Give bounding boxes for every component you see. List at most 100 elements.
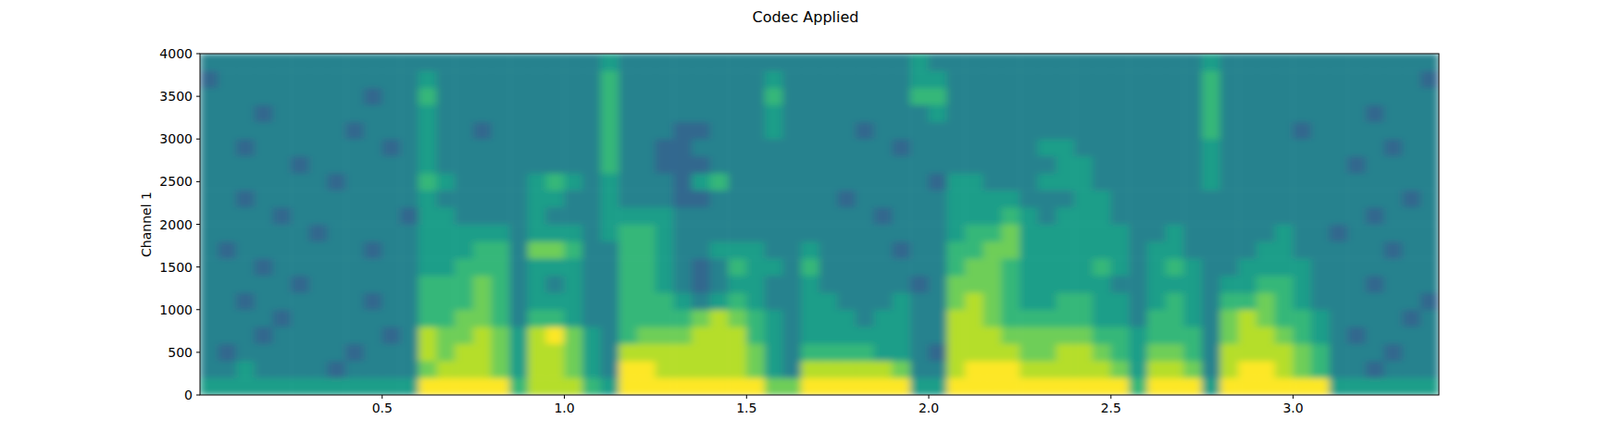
cell (1074, 343, 1093, 362)
cell (254, 224, 274, 242)
cell (1037, 207, 1057, 225)
cell (1201, 241, 1221, 260)
cell (217, 224, 237, 242)
cell (928, 53, 948, 72)
cell (254, 377, 274, 396)
cell (928, 155, 948, 174)
cell (582, 275, 601, 294)
cell (363, 155, 383, 174)
cell (1237, 326, 1257, 345)
cell (1420, 258, 1439, 276)
cell (400, 138, 419, 157)
cell (819, 122, 838, 140)
cell (655, 361, 675, 379)
cell (363, 70, 383, 88)
cell (655, 173, 675, 191)
cell (418, 104, 438, 123)
cell (363, 207, 383, 225)
cell (491, 377, 511, 396)
cell (964, 292, 984, 311)
cell (710, 361, 729, 379)
cell (727, 292, 747, 311)
cell (1311, 377, 1330, 396)
cell (1329, 122, 1349, 140)
cell (764, 173, 784, 191)
cell (1275, 173, 1294, 191)
cell (910, 138, 929, 157)
x-tick-label: 2.0 (918, 400, 939, 416)
cell (309, 224, 328, 242)
cell (418, 189, 438, 208)
cell (381, 275, 400, 294)
cell (655, 224, 675, 242)
cell (1275, 292, 1294, 311)
cell (655, 155, 675, 174)
cell (527, 309, 547, 327)
cell (1055, 173, 1075, 191)
cell (983, 292, 1002, 311)
cell (563, 87, 583, 106)
cell (1111, 173, 1130, 191)
cell (1311, 155, 1330, 174)
cell (1311, 258, 1330, 276)
cell (1165, 138, 1185, 157)
cell (290, 87, 310, 106)
cell (637, 241, 656, 260)
cell (236, 122, 255, 140)
cell (673, 326, 692, 345)
cell (1329, 343, 1349, 362)
cell (418, 122, 438, 140)
cell (1000, 189, 1020, 208)
cell (910, 377, 929, 396)
cell (1329, 207, 1349, 225)
cell (1384, 309, 1403, 327)
cell (782, 241, 801, 260)
cell (1055, 155, 1075, 174)
cell (1128, 53, 1148, 72)
cell (946, 189, 965, 208)
cell (563, 275, 583, 294)
cell (509, 207, 528, 225)
cell (1165, 173, 1185, 191)
cell (200, 122, 219, 140)
cell (710, 138, 729, 157)
cell (874, 258, 893, 276)
cell (473, 207, 492, 225)
cell (618, 275, 638, 294)
cell (454, 309, 474, 327)
cell (1384, 87, 1403, 106)
cell (563, 343, 583, 362)
cell (363, 241, 383, 260)
cell (454, 241, 474, 260)
cell (454, 275, 474, 294)
cell (236, 241, 255, 260)
cell (563, 377, 583, 396)
cell (236, 326, 255, 345)
cell (1201, 326, 1221, 345)
cell (727, 361, 747, 379)
cell (637, 343, 656, 362)
cell (1074, 70, 1093, 88)
cell (1201, 173, 1221, 191)
cell (1220, 377, 1239, 396)
cell (1311, 309, 1330, 327)
cell (727, 53, 747, 72)
cell (1000, 173, 1020, 191)
cell (454, 155, 474, 174)
cell (1401, 343, 1421, 362)
cell (400, 343, 419, 362)
cell (782, 377, 801, 396)
cell (874, 326, 893, 345)
cell (1074, 53, 1093, 72)
cell (1019, 138, 1038, 157)
cell (618, 241, 638, 260)
cell (1256, 138, 1275, 157)
cell (272, 189, 291, 208)
cell (600, 104, 620, 123)
cell (874, 309, 893, 327)
cell (874, 104, 893, 123)
cell (618, 53, 638, 72)
cell (800, 224, 820, 242)
cell (1311, 104, 1330, 123)
cell (618, 292, 638, 311)
